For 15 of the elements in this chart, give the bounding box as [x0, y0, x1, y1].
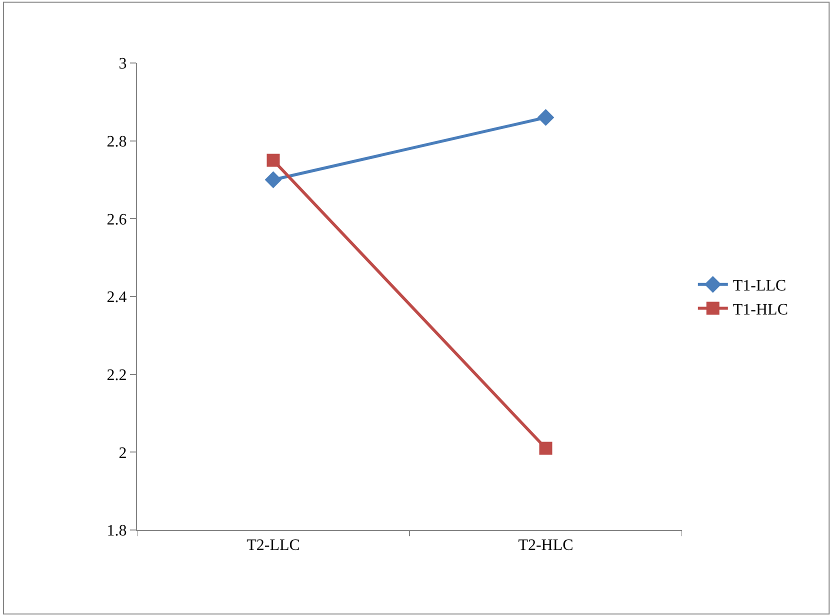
- point: [537, 109, 554, 126]
- y-tick-label: 2.4: [106, 289, 127, 306]
- y-tick-label: 2.2: [106, 366, 127, 384]
- point: [264, 171, 282, 188]
- x-tick-label: T2-LLC: [246, 537, 300, 554]
- point: [539, 442, 552, 455]
- legend-label: T1-LLC: [732, 278, 786, 295]
- y-tick-label: 1.8: [106, 522, 127, 540]
- y-tick-label: 2: [118, 444, 127, 462]
- y-tick-label: 2.6: [106, 211, 127, 228]
- x-tick-label: T2-HLC: [518, 537, 574, 554]
- legend-label: T1-HLC: [732, 301, 788, 318]
- y-tick-label: 3: [118, 56, 127, 73]
- y-tick-label: 2.8: [106, 133, 127, 150]
- point: [266, 154, 280, 167]
